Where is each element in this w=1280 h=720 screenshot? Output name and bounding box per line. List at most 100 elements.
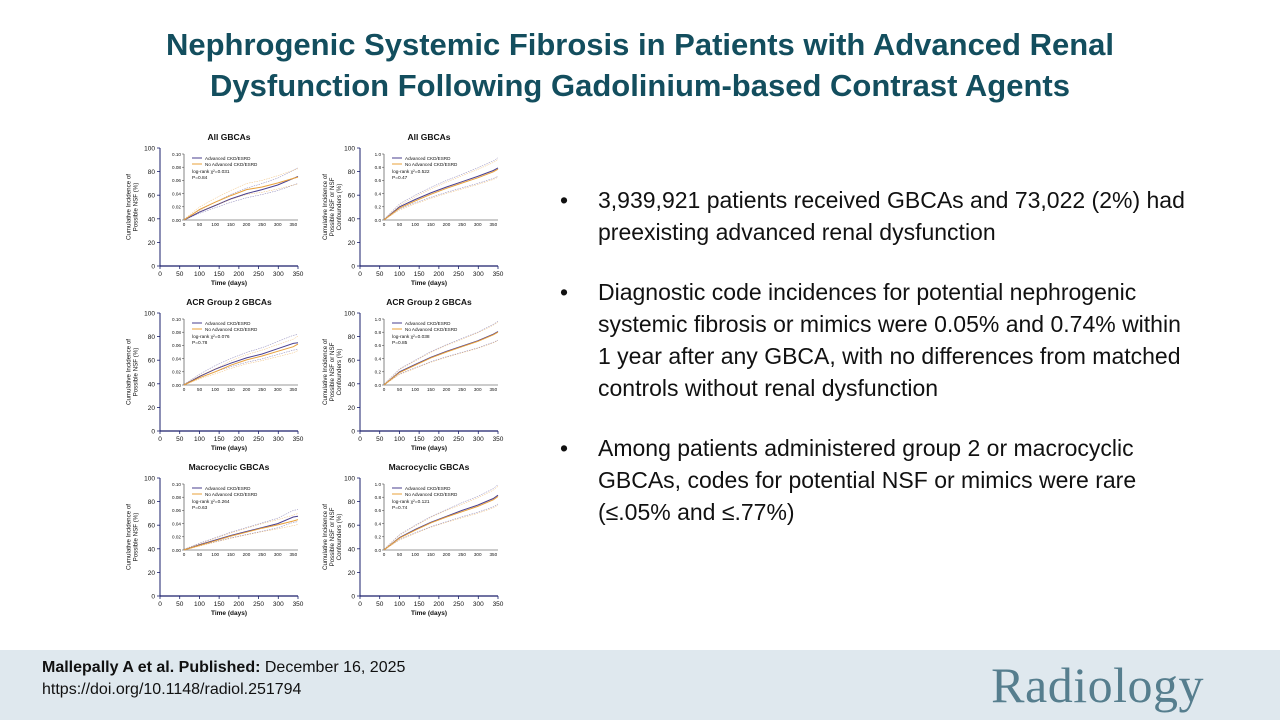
- y-tick-label: 100: [144, 146, 155, 153]
- x-tick-label: 300: [273, 601, 284, 608]
- y-tick-label: 40: [348, 546, 356, 553]
- y-tick-label: 40: [348, 381, 356, 388]
- chart-title: All GBCAs: [208, 132, 251, 142]
- inset-x-tick-label: 100: [411, 552, 419, 557]
- inset-y-tick-label: 0.6: [375, 508, 382, 513]
- legend-label: No Advanced CKD/ESRD: [405, 162, 458, 167]
- y-axis-label-line: Cumulative Incidence of: [322, 174, 329, 240]
- x-tick-label: 250: [253, 436, 264, 443]
- inset-y-tick-label: 0.08: [172, 330, 181, 335]
- p-value: P=0.85: [392, 340, 408, 346]
- inset-x-tick-label: 350: [289, 222, 297, 227]
- ci-upper-line: [383, 159, 499, 220]
- footer-bar: Mallepally A et al. Published: December …: [0, 650, 1280, 720]
- km-chart-svg: All GBCAs 0 20 40 60 80 100 0 50 100 150 200 250 300 3…: [126, 132, 304, 287]
- x-axis-label: Time (days): [411, 280, 447, 287]
- y-tick-label: 60: [148, 523, 156, 530]
- inset-x-tick-label: 350: [289, 387, 297, 392]
- y-axis-label: Cumulative Incidence ofPossible NSF (%): [126, 174, 140, 240]
- inset-x-tick-label: 50: [397, 387, 403, 392]
- inset-x-tick-label: 50: [197, 552, 203, 557]
- x-tick-label: 50: [176, 271, 184, 278]
- inset-x-tick-label: 150: [427, 222, 435, 227]
- legend-label: No Advanced CKD/ESRD: [405, 327, 458, 332]
- y-axis-label-line: Possible NSF (%): [133, 513, 140, 562]
- inset-x-tick-label: 350: [289, 552, 297, 557]
- x-tick-label: 300: [273, 271, 284, 278]
- legend-label: Advanced CKD/ESRD: [205, 321, 251, 326]
- doi-link[interactable]: https://doi.org/10.1148/radiol.251794: [42, 681, 302, 698]
- series-line: [183, 175, 299, 221]
- log-rank-stat: log-rank χ²=0.121: [392, 499, 430, 505]
- y-tick-label: 20: [348, 570, 356, 577]
- x-tick-label: 100: [394, 271, 405, 278]
- x-tick-label: 300: [473, 271, 484, 278]
- y-tick-label: 100: [144, 476, 155, 483]
- y-axis-label: Cumulative Incidence ofPossible NSF or N…: [322, 339, 343, 405]
- ci-upper-line: [183, 509, 299, 550]
- inset-x-tick-label: 350: [489, 387, 497, 392]
- x-tick-label: 100: [194, 601, 205, 608]
- y-tick-label: 100: [144, 311, 155, 318]
- inset-x-tick-label: 100: [211, 552, 219, 557]
- inset-y-tick-label: 1.0: [375, 482, 382, 487]
- legend-label: Advanced CKD/ESRD: [205, 156, 251, 161]
- ci-lower-line: [383, 504, 499, 551]
- inset-y-tick-label: 0.04: [172, 191, 181, 196]
- finding-text: Diagnostic code incidences for potential…: [598, 279, 1181, 401]
- y-tick-label: 80: [148, 169, 156, 176]
- y-axis-label-line: Confounders (%): [336, 514, 343, 561]
- inset-x-tick-label: 250: [458, 387, 466, 392]
- y-axis-label-line: Cumulative Incidence of: [126, 174, 133, 240]
- chart-grid: All GBCAs 0 20 40 60 80 100 0 50 100 150 200 250 300 3…: [118, 128, 518, 628]
- inset-y-tick-label: 0.4: [375, 356, 382, 361]
- inset-x-tick-label: 200: [243, 552, 251, 557]
- inset-y-tick-label: 1.0: [375, 317, 382, 322]
- y-axis-label-line: Cumulative Incidence of: [126, 339, 133, 405]
- x-tick-label: 150: [414, 436, 425, 443]
- inset-y-tick-label: 0.2: [375, 535, 382, 540]
- inset-y-tick-label: 0.00: [172, 218, 181, 223]
- chart-title: Macrocyclic GBCAs: [389, 462, 470, 472]
- x-tick-label: 100: [394, 436, 405, 443]
- x-axis-label: Time (days): [411, 610, 447, 617]
- y-tick-label: 0: [351, 264, 355, 271]
- y-tick-label: 40: [148, 546, 156, 553]
- ci-lower-line: [183, 349, 299, 386]
- km-chart-svg: All GBCAs 0 20 40 60 80 100 0 50 100 150 200 250 300 3…: [322, 132, 504, 287]
- inset-x-tick-label: 50: [397, 552, 403, 557]
- ci-upper-line: [183, 335, 299, 385]
- inset-x-tick-label: 150: [427, 552, 435, 557]
- inset-x-tick-label: 50: [197, 222, 203, 227]
- x-tick-label: 0: [158, 271, 162, 278]
- y-tick-label: 60: [348, 358, 356, 365]
- y-tick-label: 80: [348, 334, 356, 341]
- inset-x-tick-label: 0: [183, 552, 186, 557]
- inset-x-tick-label: 250: [258, 387, 266, 392]
- slide-title-line-1: Nephrogenic Systemic Fibrosis in Patient…: [165, 27, 1115, 62]
- inset-y-tick-label: 0.8: [375, 495, 382, 500]
- y-axis-label-line: Possible NSF or NSF: [329, 342, 336, 401]
- x-tick-label: 200: [233, 271, 244, 278]
- inset-x-tick-label: 150: [427, 387, 435, 392]
- citation: Mallepally A et al. Published: December …: [42, 657, 405, 701]
- log-rank-stat: log-rank χ²=0.076: [192, 334, 230, 340]
- legend-label: No Advanced CKD/ESRD: [205, 492, 258, 497]
- km-chart-svg: Macrocyclic GBCAs 0 20 40 60 80 100 0 50 100 150 20…: [126, 462, 304, 617]
- inset-x-tick-label: 100: [211, 387, 219, 392]
- ci-upper-line: [183, 168, 299, 220]
- chart-title: All GBCAs: [408, 132, 451, 142]
- x-tick-label: 300: [473, 601, 484, 608]
- x-tick-label: 200: [433, 601, 444, 608]
- y-tick-label: 20: [348, 405, 356, 412]
- x-tick-label: 350: [293, 271, 304, 278]
- inset-y-tick-label: 0.08: [172, 165, 181, 170]
- y-axis-label-line: Cumulative Incidence of: [322, 339, 329, 405]
- inset-x-tick-label: 250: [458, 222, 466, 227]
- series-line: [183, 515, 299, 551]
- x-tick-label: 250: [253, 601, 264, 608]
- inset-y-tick-label: 0.6: [375, 178, 382, 183]
- x-axis-label: Time (days): [411, 445, 447, 452]
- y-tick-label: 20: [148, 240, 156, 247]
- km-chart-panel: ACR Group 2 GBCAs 0 20 40 60 80 100 0 50 100 150 20…: [318, 293, 518, 458]
